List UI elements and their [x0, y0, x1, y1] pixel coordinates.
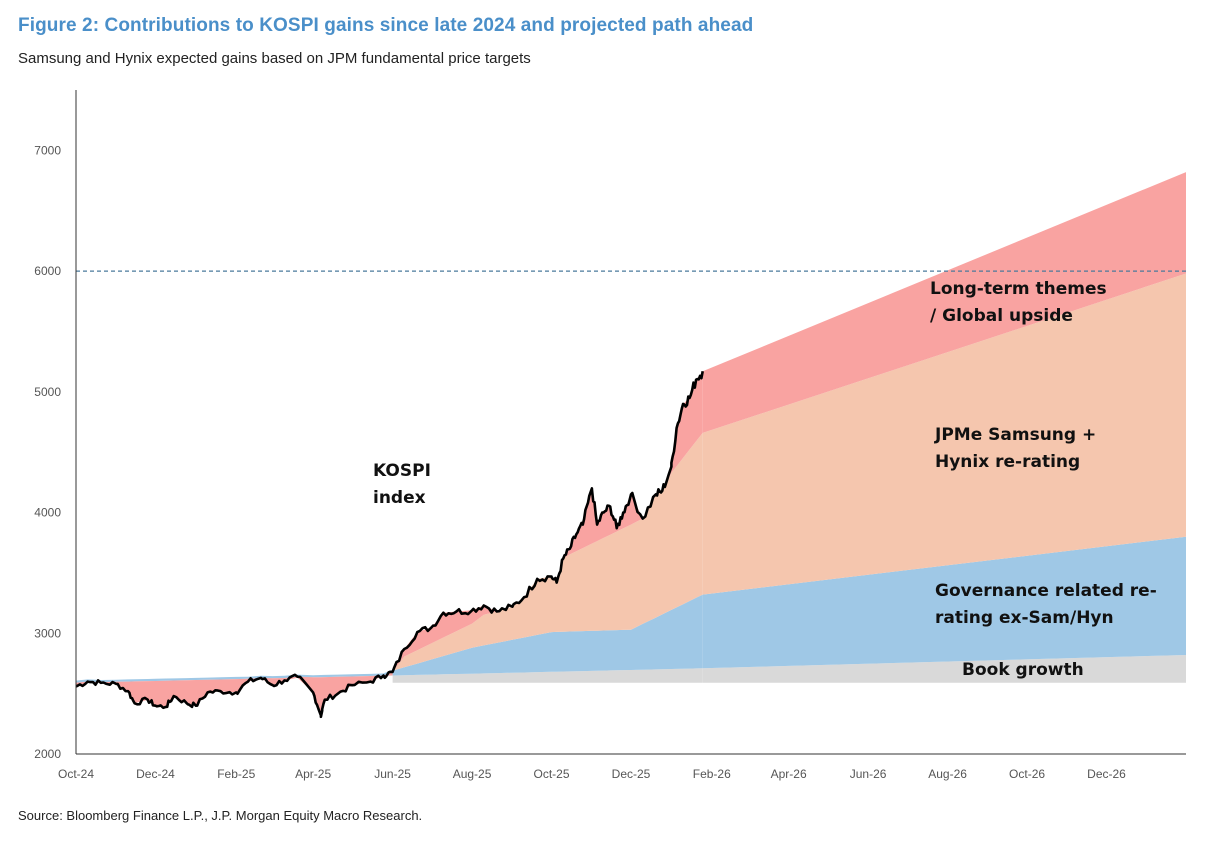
y-tick-label: 6000: [34, 264, 61, 278]
book-growth-area: [702, 655, 1186, 683]
annotation-label: / Global upside: [930, 306, 1073, 326]
x-tick-label: Jun-26: [850, 767, 887, 781]
book-growth-area-history: [392, 668, 703, 683]
y-tick-label: 5000: [34, 385, 61, 399]
governance-area-history: [392, 594, 703, 676]
long-term-area-history: [392, 371, 703, 672]
y-tick-label: 7000: [34, 143, 61, 157]
x-tick-label: Apr-25: [295, 767, 331, 781]
annotation-label: JPMe Samsung +: [934, 425, 1096, 445]
y-tick-label: 4000: [34, 506, 61, 520]
annotation-label: Hynix re-rating: [935, 452, 1080, 472]
annotation-label: Governance related re-: [935, 581, 1157, 601]
chart-title: Figure 2: Contributions to KOSPI gains s…: [18, 15, 754, 36]
kospi-line-group: [75, 371, 704, 719]
y-tick-labels: 2000 3000 4000 5000 6000 7000: [34, 143, 61, 761]
source-note: Source: Bloomberg Finance L.P., J.P. Mor…: [18, 808, 423, 823]
annotation-label: rating ex-Sam/Hyn: [935, 608, 1114, 628]
x-tick-label: Aug-25: [453, 767, 492, 781]
governance-area: [702, 536, 1186, 669]
x-tick-label: Feb-25: [217, 767, 255, 781]
stacked-areas: [76, 172, 1186, 716]
x-tick-label: Oct-24: [58, 767, 94, 781]
x-tick-label: Feb-26: [693, 767, 731, 781]
x-tick-label: Jun-25: [374, 767, 411, 781]
x-tick-label: Oct-26: [1009, 767, 1045, 781]
samsung-hynix-area-history: [392, 432, 703, 672]
annotations: KOSPI index Long-term themes / Global upsid…: [373, 279, 1157, 680]
kospi-index-line: [75, 371, 704, 719]
annotation-label: Long-term themes: [930, 279, 1107, 299]
annotation-label: Book growth: [962, 660, 1084, 680]
axes: [75, 90, 1186, 755]
samsung-hynix-area: [702, 273, 1186, 595]
annotation-label: KOSPI: [373, 461, 431, 481]
x-tick-label: Dec-24: [136, 767, 175, 781]
x-tick-label: Dec-26: [1087, 767, 1126, 781]
x-tick-label: Oct-25: [534, 767, 570, 781]
kospi-contribution-chart: 2000 3000 4000 5000 6000 7000 Oct-24 Dec-24 Feb…: [34, 90, 1186, 781]
long-term-area: [702, 172, 1186, 433]
x-tick-label: Aug-26: [928, 767, 967, 781]
x-tick-labels: Oct-24 Dec-24 Feb-25 Apr-25 Jun-25 Aug-25 Oct-…: [58, 767, 1126, 781]
annotation-label: index: [373, 488, 426, 508]
y-tick-label: 2000: [34, 747, 61, 761]
y-tick-label: 3000: [34, 626, 61, 640]
governance-area-early: [76, 669, 393, 683]
x-tick-label: Apr-26: [771, 767, 807, 781]
x-tick-label: Dec-25: [612, 767, 651, 781]
chart-subtitle: Samsung and Hynix expected gains based o…: [18, 50, 531, 67]
